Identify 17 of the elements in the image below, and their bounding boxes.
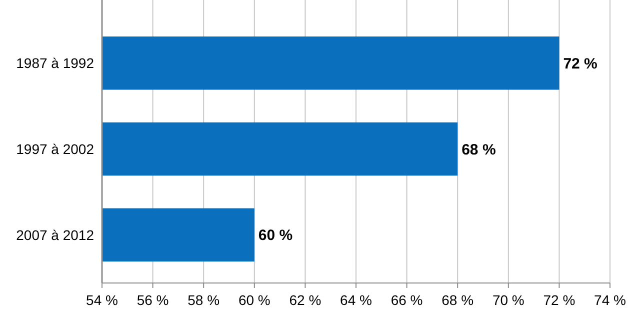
x-tick-label: 64 % xyxy=(340,292,372,308)
x-tick-label: 60 % xyxy=(238,292,270,308)
data-label: 68 % xyxy=(462,141,496,158)
x-tick-label: 72 % xyxy=(543,292,576,308)
x-tick-label: 62 % xyxy=(289,292,322,308)
x-tick-label: 70 % xyxy=(492,292,524,308)
y-tick-label: 1987 à 1992 xyxy=(16,55,94,72)
data-label: 60 % xyxy=(258,227,293,244)
x-tick-label: 56 % xyxy=(136,292,169,308)
y-tick-label: 2007 à 2012 xyxy=(16,226,94,243)
x-tick-label: 68 % xyxy=(442,292,474,308)
y-tick-label: 1997 à 2002 xyxy=(16,140,94,157)
x-tick-label: 58 % xyxy=(188,292,220,308)
x-tick-label: 74 % xyxy=(594,292,626,308)
x-tick-label: 66 % xyxy=(390,292,423,308)
data-label: 72 % xyxy=(563,55,598,72)
x-tick-label: 54 % xyxy=(86,292,118,308)
